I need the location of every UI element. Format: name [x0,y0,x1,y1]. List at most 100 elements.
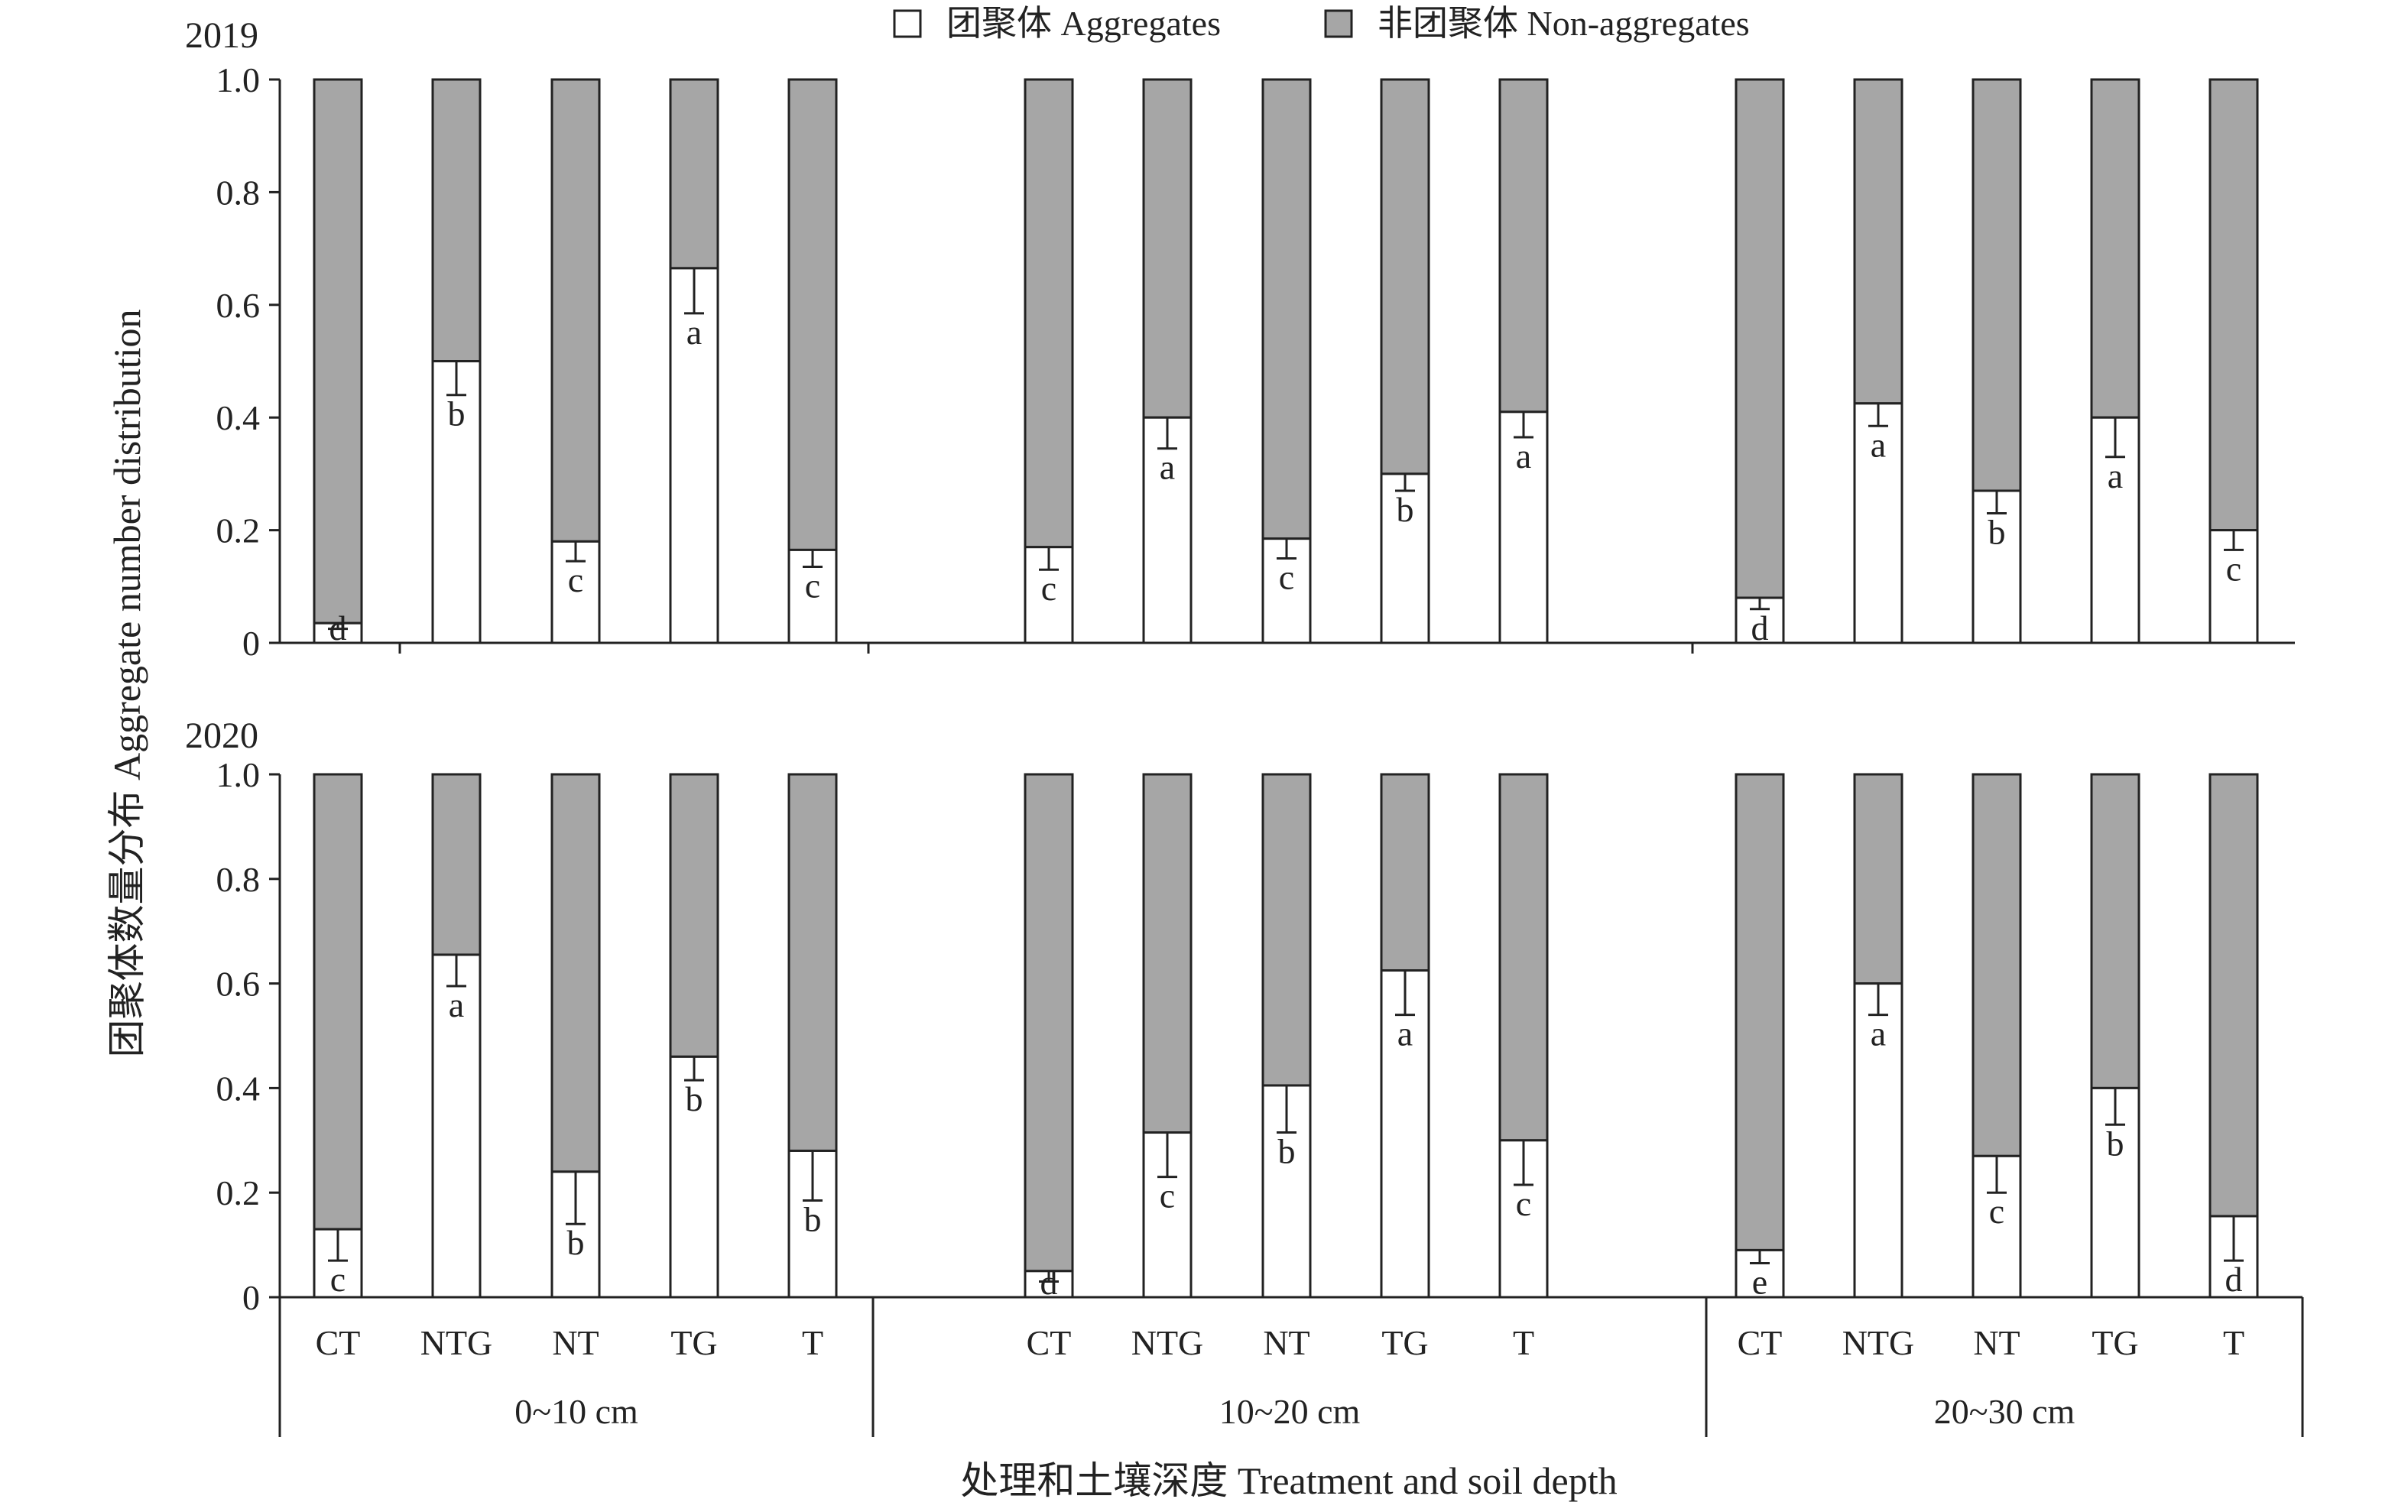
bar-non-aggregates [1024,78,1074,549]
significance-letter: d [1751,608,1769,647]
category-label: T [802,1323,823,1362]
bar-non-aggregates [1380,773,1430,972]
panel-2020: 2020 0 0.2 0.4 0.6 0.8 1.0 c CT a NTG b NT b TG b Td CT c N… [185,715,2304,1437]
y-tick-label: 0.6 [216,286,261,325]
bar-non-aggregates [1735,78,1785,599]
significance-letter: b [1397,490,1414,529]
bar-non-aggregates [2090,78,2140,419]
bar-aggregates [431,953,482,1299]
bar-non-aggregates [1498,773,1549,1142]
category-label: CT [316,1323,361,1362]
y-tick-label: 0 [242,624,260,663]
significance-letter: b [448,394,466,433]
category-label: CT [1738,1323,1783,1362]
bar-non-aggregates [1261,773,1312,1087]
y-tick-label: 0.4 [216,398,261,437]
significance-letter: b [1278,1132,1296,1171]
bar-non-aggregates [2090,773,2140,1089]
bar-non-aggregates [1142,773,1193,1134]
bar-non-aggregates [1498,78,1549,414]
significance-letter: a [1516,436,1531,475]
bar-non-aggregates [669,773,719,1058]
category-label: TG [2092,1323,2138,1362]
bar-aggregates [1380,472,1430,644]
category-label: NTG [1842,1323,1915,1362]
bar-non-aggregates [669,78,719,270]
significance-letter: b [1988,512,2006,551]
bar-non-aggregates [1735,773,1785,1251]
bar-non-aggregates [313,78,363,625]
legend-label-aggregates: 团聚体 Aggregates [946,4,1221,43]
significance-letter: c [2226,549,2241,588]
y-tick-label: 0 [242,1278,260,1317]
y-tick-label: 1.0 [216,755,261,794]
bar-non-aggregates [550,78,601,543]
bar-aggregates [669,267,719,644]
bar-non-aggregates [1853,78,1903,405]
significance-letter: d [1040,1263,1058,1302]
significance-letter: c [1160,1176,1175,1215]
y-tick-label: 0.2 [216,511,261,550]
bar-non-aggregates [1972,773,2022,1157]
y-tick-label: 0.4 [216,1069,261,1108]
category-label: NT [1263,1323,1309,1362]
significance-letter: a [1871,425,1886,464]
bar-non-aggregates [1380,78,1430,475]
significance-letter: c [805,566,820,605]
group-label: 0~10 cm [514,1392,638,1431]
significance-letter: c [330,1260,346,1299]
group-label: 10~20 cm [1219,1392,1361,1431]
bar-non-aggregates [431,78,482,362]
y-tick-label: 0.6 [216,965,261,1004]
category-label: NT [552,1323,599,1362]
significance-letter: b [2107,1124,2124,1163]
legend-label-non-aggregates: 非团聚体 Non-aggregates [1378,4,1750,43]
category-label: TG [1381,1323,1428,1362]
panels: 2019 0 0.2 0.4 0.6 0.8 1.0 d b c a c c a c b a d a b a c 2020 0… [185,15,2304,1437]
significance-letter: e [1752,1263,1767,1302]
category-label: T [1513,1323,1534,1362]
bar-non-aggregates [1024,773,1074,1273]
significance-letter: b [567,1223,585,1262]
bar-non-aggregates [431,773,482,956]
y-tick-label: 0.2 [216,1173,261,1212]
category-label: NT [1973,1323,2020,1362]
significance-letter: c [1989,1192,2004,1231]
significance-letter: b [686,1079,703,1118]
bar-aggregates [669,1055,719,1299]
significance-letter: c [1041,569,1056,608]
category-label: NTG [420,1323,493,1362]
bar-non-aggregates [787,773,838,1152]
category-label: NTG [1131,1323,1204,1362]
legend-swatch-non-aggregates [1324,9,1353,38]
significance-letter: c [568,560,583,599]
panel-title: 2019 [185,15,258,56]
significance-letter: a [449,985,464,1024]
category-label: TG [670,1323,717,1362]
significance-letter: d [329,608,347,647]
panel-2019: 2019 0 0.2 0.4 0.6 0.8 1.0 d b c a c c a c b a d a b a c [185,15,2295,663]
significance-letter: c [1516,1184,1531,1223]
panel-title: 2020 [185,715,258,756]
legend-swatch-aggregates [893,9,922,38]
category-label: CT [1027,1323,1072,1362]
significance-letter: a [1160,448,1175,487]
bar-non-aggregates [2208,78,2259,532]
bar-aggregates [1498,410,1549,644]
legend: 团聚体 Aggregates 非团聚体 Non-aggregates [893,4,1750,43]
significance-letter: a [2108,456,2123,495]
bar-aggregates [1972,489,2022,644]
category-label: T [2223,1323,2244,1362]
y-tick-label: 0.8 [216,173,261,212]
bar-non-aggregates [787,78,838,551]
bar-aggregates [431,360,482,644]
y-tick-label: 0.8 [216,860,261,899]
significance-letter: a [1397,1014,1413,1053]
bar-non-aggregates [1261,78,1312,540]
bar-non-aggregates [313,773,363,1231]
bar-aggregates [1142,416,1193,644]
y-axis-label: 团聚体数量分布 Aggregate number distribution [105,309,148,1057]
significance-letter: d [2225,1260,2243,1299]
bar-aggregates [1853,402,1903,644]
